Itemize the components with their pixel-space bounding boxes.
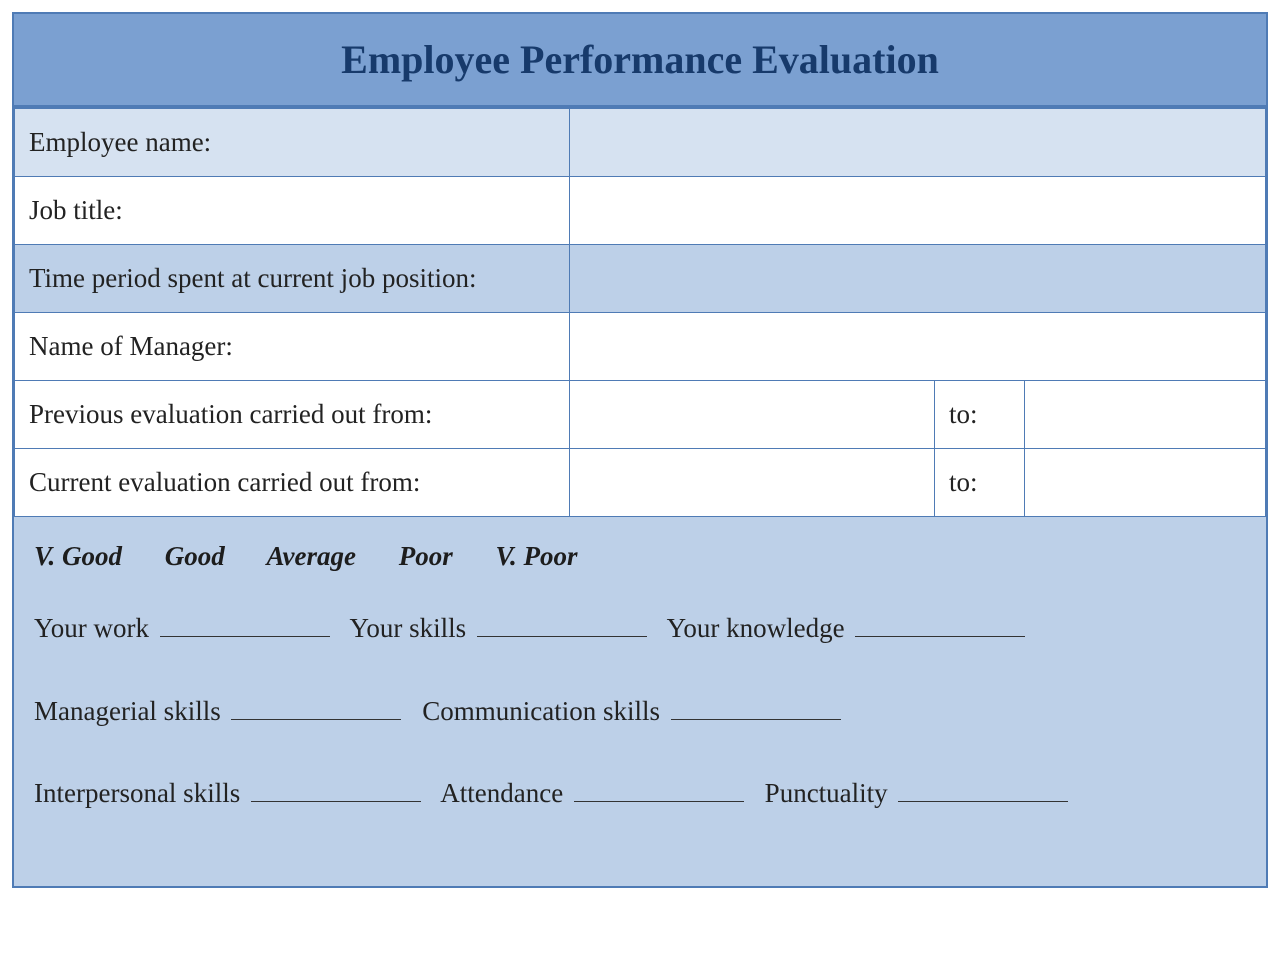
criteria-punctuality: Punctuality <box>765 778 888 808</box>
form-title: Employee Performance Evaluation <box>24 36 1256 83</box>
scale-vpoor: V. Poor <box>496 541 578 571</box>
criteria-line-1: Your work Your skills Your knowledge <box>34 608 1246 649</box>
label-curr-eval: Current evaluation carried out from: <box>15 449 570 517</box>
blank-communication[interactable] <box>671 719 841 720</box>
blank-managerial[interactable] <box>231 719 401 720</box>
criteria-managerial: Managerial skills <box>34 696 221 726</box>
criteria-your-skills: Your skills <box>350 613 467 643</box>
input-job-title[interactable] <box>570 177 1266 245</box>
criteria-line-2: Managerial skills Communication skills <box>34 691 1246 732</box>
input-prev-eval-to[interactable] <box>1025 381 1266 449</box>
label-manager: Name of Manager: <box>15 313 570 381</box>
criteria-line-3: Interpersonal skills Attendance Punctual… <box>34 773 1246 814</box>
row-time-period: Time period spent at current job positio… <box>15 245 1266 313</box>
label-job-title: Job title: <box>15 177 570 245</box>
blank-your-skills[interactable] <box>477 636 647 637</box>
label-time-period: Time period spent at current job positio… <box>15 245 570 313</box>
input-curr-eval-from[interactable] <box>570 449 935 517</box>
evaluation-area: V. Good Good Average Poor V. Poor Your w… <box>14 517 1266 886</box>
scale-average: Average <box>267 541 356 571</box>
input-employee-name[interactable] <box>570 109 1266 177</box>
label-employee-name: Employee name: <box>15 109 570 177</box>
row-job-title: Job title: <box>15 177 1266 245</box>
rating-scale: V. Good Good Average Poor V. Poor <box>34 541 1246 572</box>
blank-attendance[interactable] <box>574 801 744 802</box>
blank-your-knowledge[interactable] <box>855 636 1025 637</box>
blank-your-work[interactable] <box>160 636 330 637</box>
row-curr-eval: Current evaluation carried out from: to: <box>15 449 1266 517</box>
row-prev-eval: Previous evaluation carried out from: to… <box>15 381 1266 449</box>
criteria-your-work: Your work <box>34 613 149 643</box>
blank-interpersonal[interactable] <box>251 801 421 802</box>
row-manager: Name of Manager: <box>15 313 1266 381</box>
input-prev-eval-from[interactable] <box>570 381 935 449</box>
info-table: Employee name: Job title: Time period sp… <box>14 108 1266 517</box>
scale-poor: Poor <box>399 541 453 571</box>
criteria-communication: Communication skills <box>422 696 660 726</box>
input-curr-eval-to[interactable] <box>1025 449 1266 517</box>
label-to-1: to: <box>935 381 1025 449</box>
title-bar: Employee Performance Evaluation <box>14 14 1266 108</box>
scale-good: Good <box>165 541 225 571</box>
evaluation-form: Employee Performance Evaluation Employee… <box>12 12 1268 888</box>
criteria-interpersonal: Interpersonal skills <box>34 778 240 808</box>
input-manager[interactable] <box>570 313 1266 381</box>
row-employee-name: Employee name: <box>15 109 1266 177</box>
input-time-period[interactable] <box>570 245 1266 313</box>
criteria-attendance: Attendance <box>440 778 563 808</box>
blank-punctuality[interactable] <box>898 801 1068 802</box>
scale-vgood: V. Good <box>34 541 122 571</box>
criteria-your-knowledge: Your knowledge <box>667 613 845 643</box>
label-to-2: to: <box>935 449 1025 517</box>
label-prev-eval: Previous evaluation carried out from: <box>15 381 570 449</box>
